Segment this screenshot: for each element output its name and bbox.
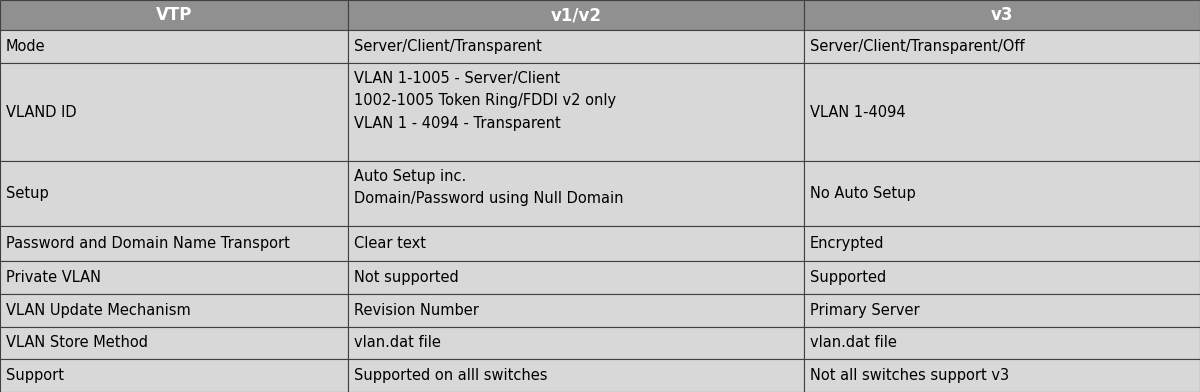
Text: Supported on alll switches: Supported on alll switches — [354, 368, 547, 383]
Bar — [348, 327, 804, 359]
Text: v1/v2: v1/v2 — [551, 6, 601, 24]
Text: vlan.dat file: vlan.dat file — [354, 336, 440, 350]
Text: VLAN Update Mechanism: VLAN Update Mechanism — [6, 303, 191, 318]
Text: Setup: Setup — [6, 186, 49, 201]
Text: Clear text: Clear text — [354, 236, 426, 251]
Text: Support: Support — [6, 368, 64, 383]
Text: Password and Domain Name Transport: Password and Domain Name Transport — [6, 236, 290, 251]
Text: Not all switches support v3: Not all switches support v3 — [810, 368, 1009, 383]
Bar — [348, 294, 804, 327]
Text: VLAND ID: VLAND ID — [6, 105, 77, 120]
Text: Not supported: Not supported — [354, 270, 458, 285]
Text: VTP: VTP — [156, 6, 192, 24]
Bar — [804, 0, 1200, 31]
Bar — [804, 31, 1200, 63]
Bar — [348, 359, 804, 392]
Bar — [804, 161, 1200, 227]
Text: Server/Client/Transparent: Server/Client/Transparent — [354, 39, 542, 54]
Bar — [348, 63, 804, 161]
Bar — [804, 359, 1200, 392]
Bar — [804, 294, 1200, 327]
Bar — [0, 261, 348, 294]
Bar — [804, 63, 1200, 161]
Text: Primary Server: Primary Server — [810, 303, 919, 318]
Text: vlan.dat file: vlan.dat file — [810, 336, 896, 350]
Bar — [348, 261, 804, 294]
Text: Auto Setup inc.
Domain/Password using Null Domain: Auto Setup inc. Domain/Password using Nu… — [354, 169, 624, 206]
Text: VLAN 1-1005 - Server/Client
1002-1005 Token Ring/FDDI v2 only
VLAN 1 - 4094 - Tr: VLAN 1-1005 - Server/Client 1002-1005 To… — [354, 71, 616, 131]
Bar — [0, 161, 348, 227]
Bar — [348, 227, 804, 261]
Bar — [804, 261, 1200, 294]
Text: No Auto Setup: No Auto Setup — [810, 186, 916, 201]
Bar — [348, 31, 804, 63]
Bar — [0, 359, 348, 392]
Text: Encrypted: Encrypted — [810, 236, 884, 251]
Bar — [0, 327, 348, 359]
Bar — [348, 0, 804, 31]
Bar — [0, 0, 348, 31]
Text: Private VLAN: Private VLAN — [6, 270, 101, 285]
Text: Server/Client/Transparent/Off: Server/Client/Transparent/Off — [810, 39, 1025, 54]
Text: Mode: Mode — [6, 39, 46, 54]
Bar — [0, 31, 348, 63]
Bar — [0, 63, 348, 161]
Text: v3: v3 — [991, 6, 1013, 24]
Text: Revision Number: Revision Number — [354, 303, 479, 318]
Bar — [804, 227, 1200, 261]
Bar — [0, 294, 348, 327]
Bar — [0, 227, 348, 261]
Text: VLAN 1-4094: VLAN 1-4094 — [810, 105, 906, 120]
Text: VLAN Store Method: VLAN Store Method — [6, 336, 148, 350]
Text: Supported: Supported — [810, 270, 887, 285]
Bar — [348, 161, 804, 227]
Bar — [804, 327, 1200, 359]
